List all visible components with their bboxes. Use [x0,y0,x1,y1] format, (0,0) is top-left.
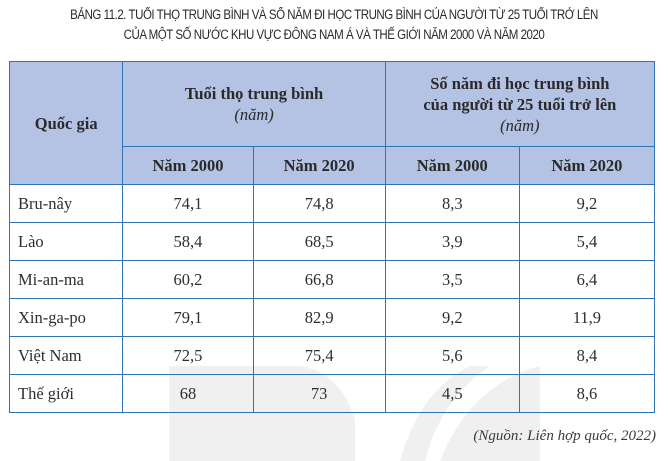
value-cell: 4,5 [384,374,520,413]
header-schooling-label-1: Số năm đi học trung bình [430,73,610,93]
value-cell: 72,5 [122,336,254,375]
table-title: BẢNG 11.2. TUỔI THỌ TRUNG BÌNH VÀ SỐ NĂM… [47,5,621,45]
table-row: Thế giới 68 73 4,5 8,6 [8,374,656,413]
header-schooling: Số năm đi học trung bình của người từ 25… [384,61,656,147]
value-cell: 68,5 [252,222,386,261]
value-cell: 79,1 [122,298,254,337]
value-cell: 75,4 [252,336,386,375]
value-cell: 9,2 [518,184,656,223]
header-life-expectancy: Tuổi thọ trung bình (năm) [122,61,386,147]
table-title-line-2: CỦA MỘT SỐ NƯỚC KHU VỰC ĐÔNG NAM Á VÀ TH… [123,27,545,42]
header-schooling-unit: (năm) [500,115,540,135]
value-cell: 8,6 [518,374,656,413]
table-title-line-1: BẢNG 11.2. TUỔI THỌ TRUNG BÌNH VÀ SỐ NĂM… [70,7,598,22]
table-row: Mi-an-ma 60,2 66,8 3,5 6,4 [8,260,656,299]
header-year-le-2020: Năm 2020 [252,146,386,185]
header-schooling-label-2: của người từ 25 tuổi trở lên [423,94,617,114]
header-life-expectancy-unit: (năm) [234,105,274,124]
table-row: Lào 58,4 68,5 3,9 5,4 [8,222,656,261]
country-cell: Lào [8,222,124,261]
header-life-expectancy-label: Tuổi thọ trung bình [184,84,324,103]
country-cell: Xin-ga-po [8,298,124,337]
value-cell: 6,4 [518,260,656,299]
header-year-sc-2020: Năm 2020 [518,146,656,185]
header-year-sc-2000: Năm 2000 [384,146,520,185]
country-cell: Việt Nam [8,336,124,375]
value-cell: 66,8 [252,260,386,299]
data-table: Quốc gia Tuổi thọ trung bình (năm) Số nă… [8,61,656,413]
header-year-le-2000: Năm 2000 [122,146,254,185]
value-cell: 60,2 [122,260,254,299]
value-cell: 82,9 [252,298,386,337]
value-cell: 5,4 [518,222,656,261]
table-row: Việt Nam 72,5 75,4 5,6 8,4 [8,336,656,375]
value-cell: 8,4 [518,336,656,375]
value-cell: 74,8 [252,184,386,223]
value-cell: 3,5 [384,260,520,299]
country-cell: Thế giới [8,374,124,413]
table-row: Xin-ga-po 79,1 82,9 9,2 11,9 [8,298,656,337]
value-cell: 9,2 [384,298,520,337]
value-cell: 5,6 [384,336,520,375]
country-cell: Mi-an-ma [8,260,124,299]
value-cell: 74,1 [122,184,254,223]
value-cell: 8,3 [384,184,520,223]
header-country: Quốc gia [8,61,124,185]
value-cell: 3,9 [384,222,520,261]
table-row: Bru-nây 74,1 74,8 8,3 9,2 [8,184,656,223]
country-cell: Bru-nây [8,184,124,223]
value-cell: 11,9 [518,298,656,337]
value-cell: 58,4 [122,222,254,261]
value-cell: 73 [252,374,386,413]
value-cell: 68 [122,374,254,413]
source-note: (Nguồn: Liên hợp quốc, 2022) [473,428,656,444]
